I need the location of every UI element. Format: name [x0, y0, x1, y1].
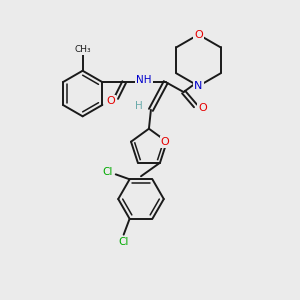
- Text: NH: NH: [136, 75, 152, 85]
- Text: O: O: [198, 103, 207, 113]
- Text: O: O: [106, 96, 115, 106]
- Text: Cl: Cl: [118, 237, 129, 247]
- Text: Cl: Cl: [103, 167, 113, 177]
- Text: CH₃: CH₃: [74, 45, 91, 54]
- Text: N: N: [194, 81, 203, 91]
- Text: H: H: [135, 101, 143, 111]
- Text: O: O: [194, 30, 203, 40]
- Text: O: O: [160, 137, 169, 147]
